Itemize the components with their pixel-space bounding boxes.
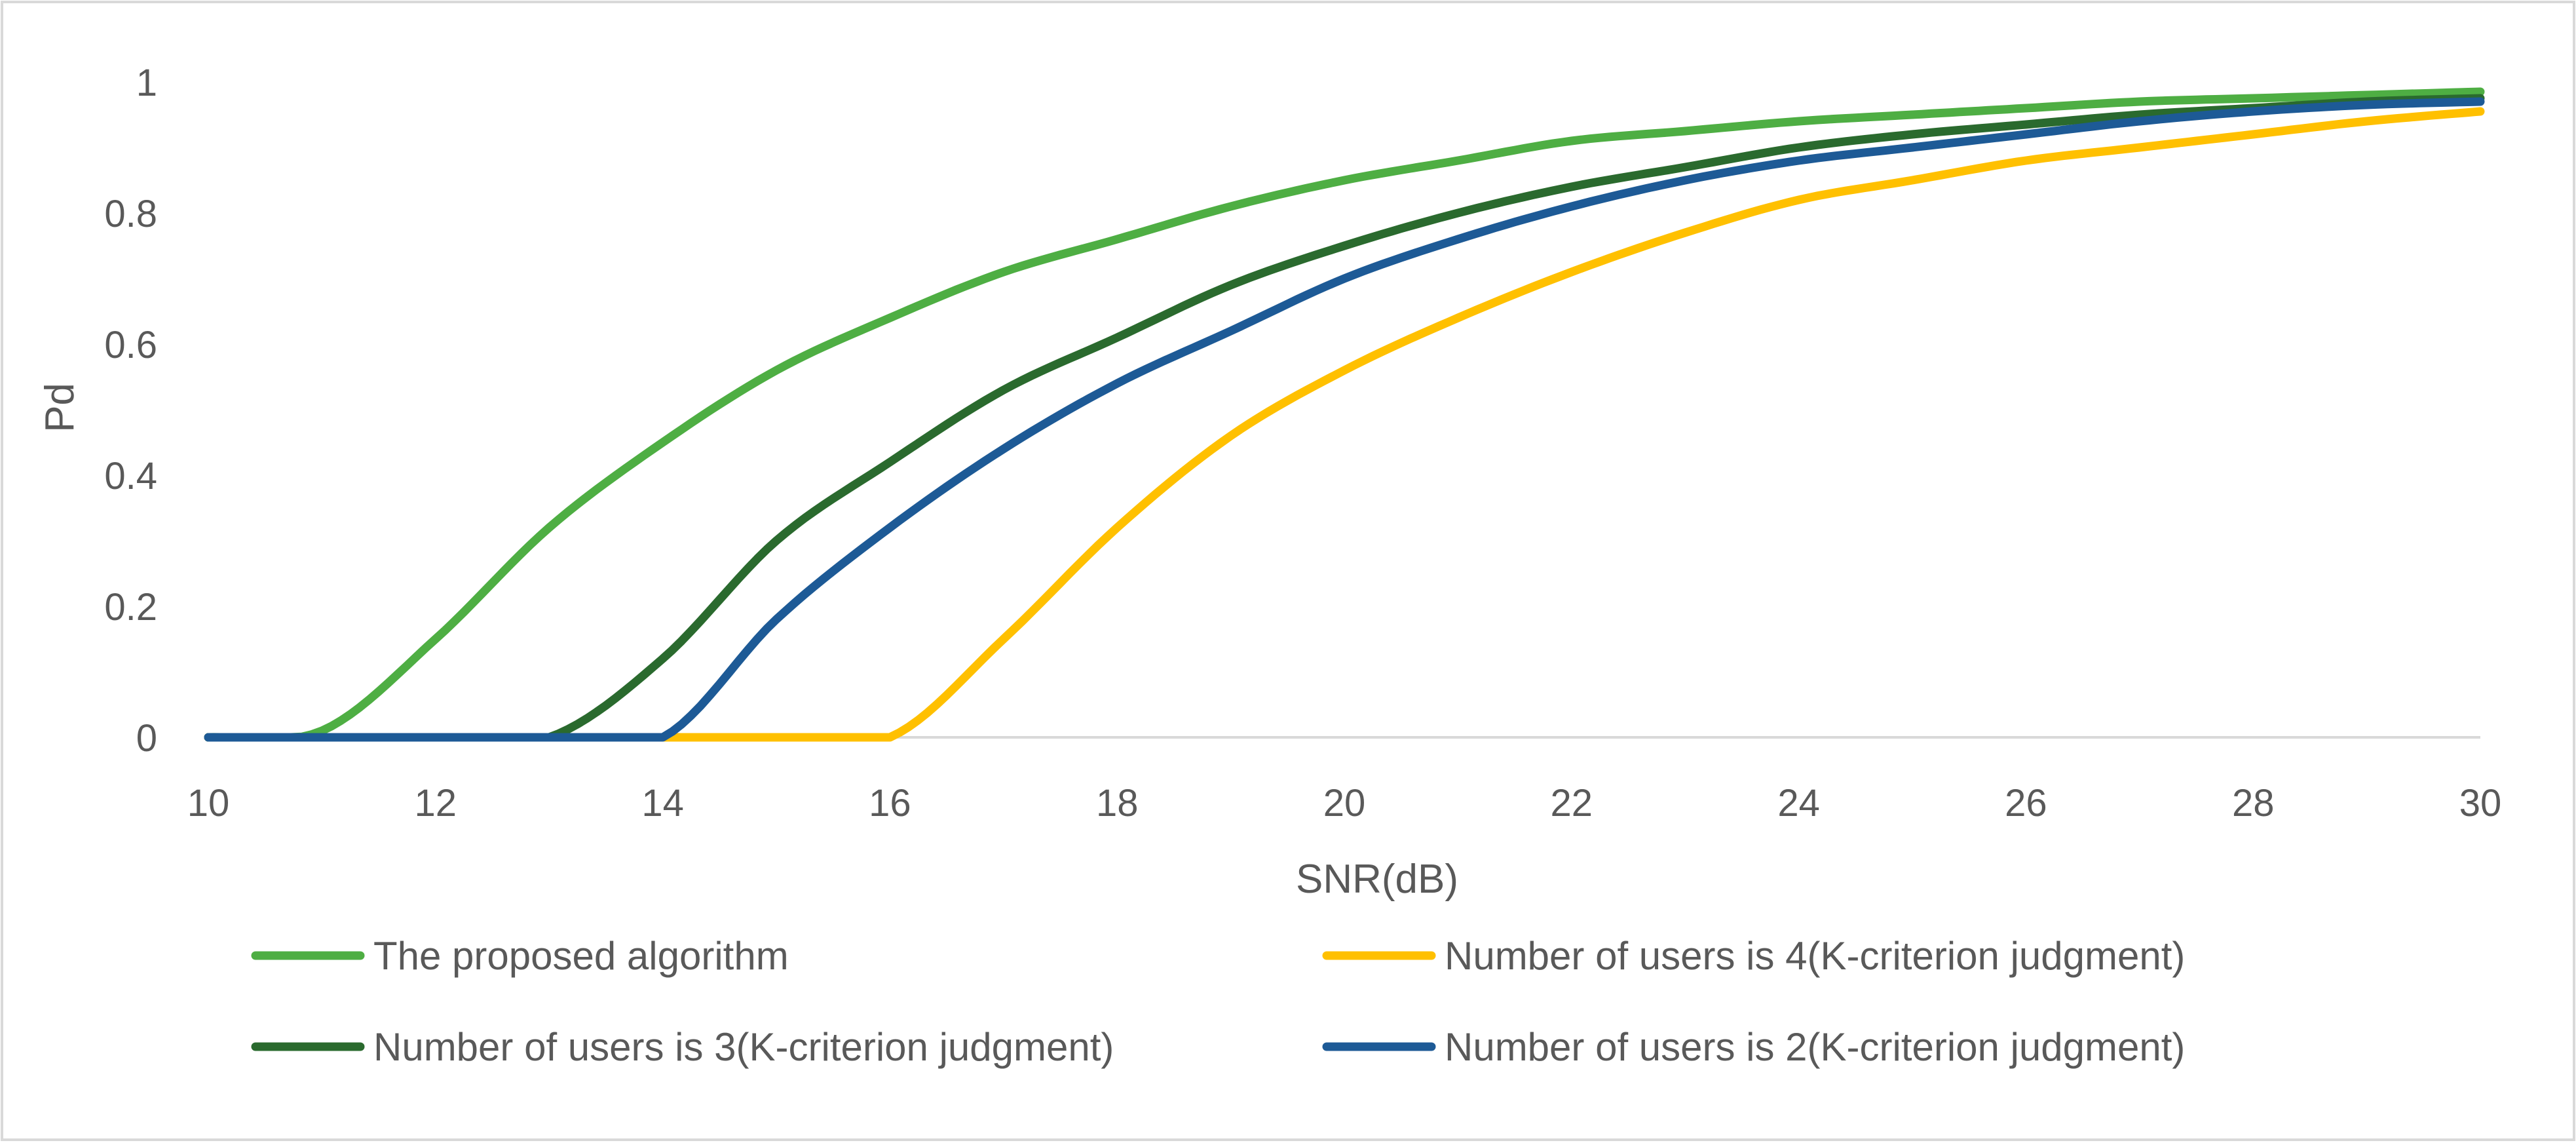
legend-label: The proposed algorithm — [373, 934, 789, 978]
y-tick-label: 0.6 — [104, 324, 157, 366]
series-line — [204, 87, 2485, 742]
legend-item: Number of users is 3(K-criterion judgmen… — [251, 1025, 1114, 1069]
x-axis-title: SNR(dB) — [1296, 857, 1458, 902]
x-tick-label: 10 — [187, 782, 230, 825]
series-line — [204, 94, 2485, 742]
y-tick-labels: 0 0.2 0.4 0.6 0.8 1 — [104, 62, 157, 760]
legend-item: Number of users is 2(K-criterion judgmen… — [1322, 1025, 2185, 1069]
y-axis-title: Pd — [37, 383, 83, 433]
y-tick-label: 0.4 — [104, 455, 157, 497]
y-tick-label: 0 — [136, 717, 157, 760]
legend: The proposed algorithm Number of users is… — [251, 934, 2185, 1069]
x-tick-label: 16 — [869, 782, 911, 825]
y-tick-label: 1 — [136, 62, 157, 104]
x-tick-labels: 10 12 14 16 18 20 22 24 26 28 30 — [187, 782, 2502, 825]
x-tick-label: 28 — [2232, 782, 2275, 825]
x-tick-label: 18 — [1096, 782, 1139, 825]
x-tick-label: 14 — [641, 782, 684, 825]
legend-label: Number of users is 2(K-criterion judgmen… — [1445, 1025, 2185, 1069]
y-tick-label: 0.8 — [104, 193, 157, 235]
legend-item: Number of users is 4(K-criterion judgmen… — [1322, 934, 2185, 978]
series-lines — [204, 87, 2485, 742]
x-tick-label: 20 — [1323, 782, 1366, 825]
legend-item: The proposed algorithm — [251, 934, 789, 978]
x-tick-label: 26 — [2005, 782, 2047, 825]
y-tick-label: 0.2 — [104, 586, 157, 629]
x-tick-label: 24 — [1777, 782, 1820, 825]
legend-label: Number of users is 4(K-criterion judgmen… — [1445, 934, 2185, 978]
x-tick-label: 30 — [2459, 782, 2502, 825]
x-tick-label: 22 — [1551, 782, 1593, 825]
x-tick-label: 12 — [415, 782, 457, 825]
series-line — [204, 97, 2485, 742]
legend-label: Number of users is 3(K-criterion judgmen… — [373, 1025, 1114, 1069]
